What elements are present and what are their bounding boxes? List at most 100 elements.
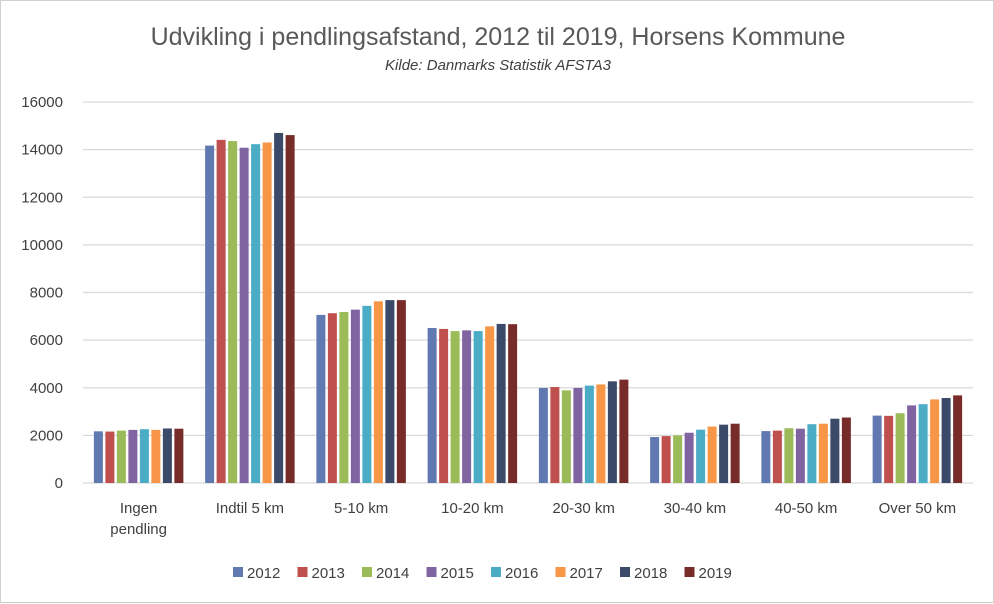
y-tick-label: 12000 [21,189,63,206]
x-tick-label: 40-50 km [775,500,838,517]
legend-label: 2016 [505,565,538,582]
bar-2019 [174,428,184,483]
legend-label: 2014 [376,565,409,582]
bar-2014 [673,435,683,483]
legend-label: 2012 [247,565,280,582]
bar-2019 [285,135,295,484]
bar-2016 [696,429,706,483]
bar-2013 [327,313,337,483]
bar-2019 [730,423,740,483]
bar-2015 [462,330,472,483]
legend-swatch [555,567,566,577]
bar-2019 [508,324,518,483]
bar-2013 [439,328,449,483]
bar-2016 [807,424,817,483]
bar-2012 [761,431,771,483]
legend-label: 2015 [441,565,474,582]
bar-2014 [228,141,238,484]
bar-2018 [719,424,729,483]
bar-2019 [841,417,851,483]
bar-2017 [818,423,828,483]
legend-label: 2017 [570,565,603,582]
bar-2018 [941,397,951,483]
legend-label: 2013 [312,565,345,582]
bar-2018 [385,300,395,483]
legend-label: 2019 [699,565,732,582]
bar-2012 [93,431,103,483]
bar-2013 [661,436,671,483]
bar-2015 [573,387,583,483]
y-tick-label: 6000 [30,332,63,349]
bar-2018 [607,381,617,483]
bar-2012 [205,145,215,483]
bar-2012 [316,314,326,483]
bar-2013 [550,387,560,483]
x-tick-label: Indtil 5 km [216,500,284,517]
legend-swatch [233,567,243,577]
bar-2013 [884,415,894,483]
bar-2019 [396,300,406,483]
x-tick-label: pendling [110,521,167,538]
bar-2013 [772,430,782,483]
bar-2017 [485,326,495,483]
bar-2014 [339,312,349,483]
bar-2019 [619,379,629,483]
bar-2014 [561,390,571,483]
y-tick-label: 16000 [21,94,63,111]
bar-2019 [953,395,963,483]
legend-label: 2018 [634,565,667,582]
x-tick-label: Ingen [120,500,158,517]
y-tick-label: 0 [55,475,63,492]
x-tick-label: Over 50 km [879,500,957,517]
bar-2018 [830,418,840,483]
bar-2014 [895,413,905,483]
bar-2017 [262,142,272,483]
bar-2017 [596,384,606,483]
bar-2018 [496,323,506,483]
y-tick-label: 8000 [30,285,63,302]
bar-2014 [450,331,460,483]
bar-2014 [784,428,794,483]
bar-2016 [139,429,149,483]
bar-2012 [427,327,437,483]
bar-2015 [128,429,138,483]
bar-2015 [350,309,360,483]
chart-subtitle: Kilde: Danmarks Statistik AFSTA3 [385,57,611,74]
bar-2017 [930,399,940,483]
bar-2017 [707,426,717,483]
bar-2014 [116,430,126,483]
bar-2012 [872,415,882,483]
bar-2016 [362,305,372,483]
legend-swatch [362,567,372,577]
bar-2016 [473,331,483,483]
x-tick-label: 5-10 km [334,500,388,517]
legend-swatch [297,567,308,577]
bar-2013 [216,139,226,483]
x-tick-label: 30-40 km [664,500,727,517]
y-tick-label: 2000 [30,427,63,444]
legend-swatch [491,567,501,577]
bar-2013 [105,431,115,483]
bar-2016 [918,404,928,483]
bar-2016 [584,385,594,483]
bar-2016 [251,144,261,483]
bar-2012 [650,437,660,483]
legend-swatch [620,567,630,577]
y-tick-label: 14000 [21,142,63,159]
bar-2018 [274,132,284,484]
bar-2017 [151,429,161,483]
bar-2015 [907,405,917,483]
chart-title: Udvikling i pendlingsafstand, 2012 til 2… [150,23,846,51]
legend-swatch [426,567,437,577]
bar-2015 [239,147,249,483]
bar-2018 [162,428,172,483]
bar-2012 [538,387,548,483]
y-tick-label: 4000 [30,380,63,397]
bar-2017 [373,301,383,483]
bar-2015 [795,428,805,483]
x-tick-label: 20-30 km [552,500,615,517]
y-tick-label: 10000 [21,237,63,254]
legend-swatch [684,567,695,577]
